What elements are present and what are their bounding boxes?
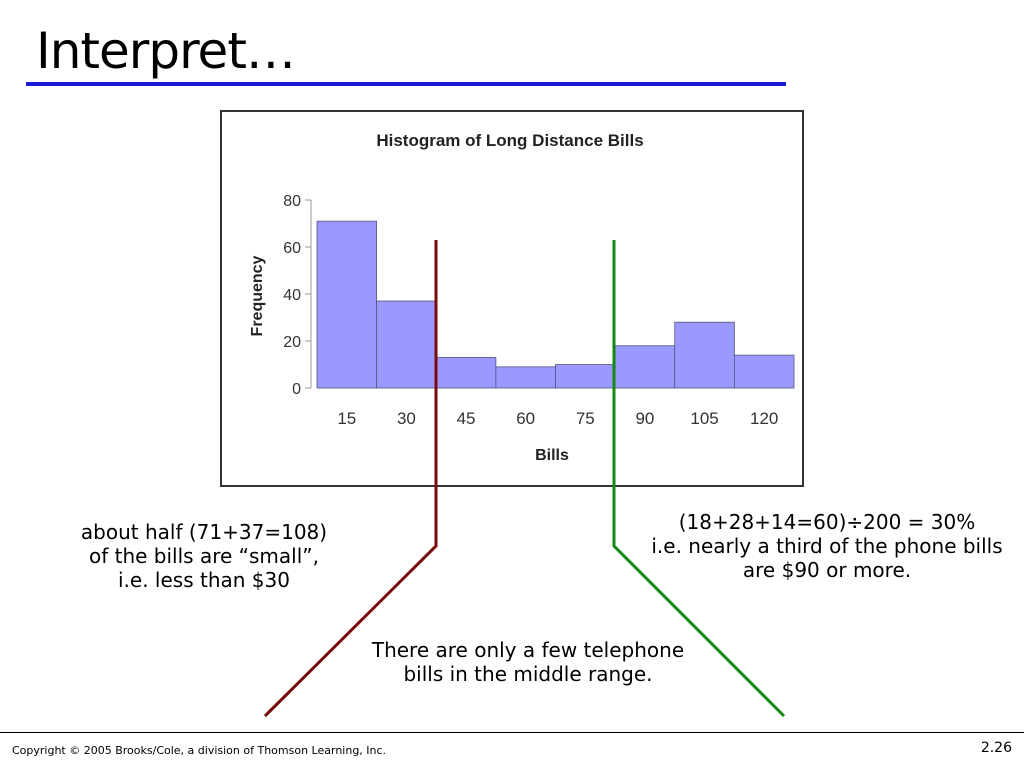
annotation-line: bills in the middle range.	[403, 662, 653, 686]
title-underline	[26, 82, 786, 86]
y-tick-label: 20	[283, 334, 301, 351]
x-axis-label: Bills	[535, 447, 569, 464]
x-tick-label: 120	[750, 409, 778, 428]
bar-15	[316, 220, 378, 389]
annotation-line: (18+28+14=60)÷200 = 30%	[678, 510, 976, 534]
y-axis-label: Frequency	[249, 255, 266, 336]
bar-30	[376, 300, 437, 389]
y-tick-label: 40	[283, 287, 301, 304]
x-tick-label: 75	[576, 409, 595, 428]
chart-title: Histogram of Long Distance Bills	[376, 131, 643, 150]
slide-number: 2.26	[980, 740, 1012, 756]
annotation-line: i.e. less than $30	[118, 568, 290, 592]
footer-divider	[0, 732, 1024, 733]
annotation-line: of the bills are “small”,	[88, 544, 319, 568]
histogram-chart: Histogram of Long Distance Bills 0 20 40 60…	[220, 110, 804, 487]
y-tick-label: 0	[292, 381, 301, 398]
bars	[316, 220, 795, 389]
slide-title: Interpret…	[36, 22, 296, 80]
y-tick-label: 80	[283, 193, 301, 210]
left-annotation: about half (71+37=108) of the bills are …	[64, 520, 344, 592]
x-tick-label: 30	[397, 409, 416, 428]
histogram-svg: Histogram of Long Distance Bills 0 20 40 60…	[249, 131, 795, 464]
annotation-line: are $90 or more.	[742, 558, 912, 582]
x-tick-label: 105	[690, 409, 718, 428]
x-tick-label: 45	[457, 409, 476, 428]
right-divider-line	[612, 240, 786, 718]
annotation-line: i.e. nearly a third of the phone bills	[651, 534, 1003, 558]
x-axis-tick-labels: 15 30 45 60 75 90 105 120	[337, 409, 778, 428]
y-axis: 0 20 40 60 80	[283, 193, 312, 398]
x-tick-label: 60	[516, 409, 535, 428]
middle-annotation: There are only a few telephone bills in …	[358, 638, 698, 686]
x-tick-label: 15	[337, 409, 356, 428]
bar-120	[733, 354, 795, 389]
copyright-text: Copyright © 2005 Brooks/Cole, a division…	[12, 744, 387, 757]
annotation-line: about half (71+37=108)	[80, 520, 328, 544]
annotation-line: There are only a few telephone	[371, 638, 685, 662]
y-tick-label: 60	[283, 240, 301, 257]
bar-105	[674, 321, 735, 389]
bar-45	[435, 357, 497, 389]
right-annotation: (18+28+14=60)÷200 = 30% i.e. nearly a th…	[640, 510, 1014, 582]
x-tick-label: 90	[635, 409, 654, 428]
left-divider-line	[263, 240, 438, 718]
